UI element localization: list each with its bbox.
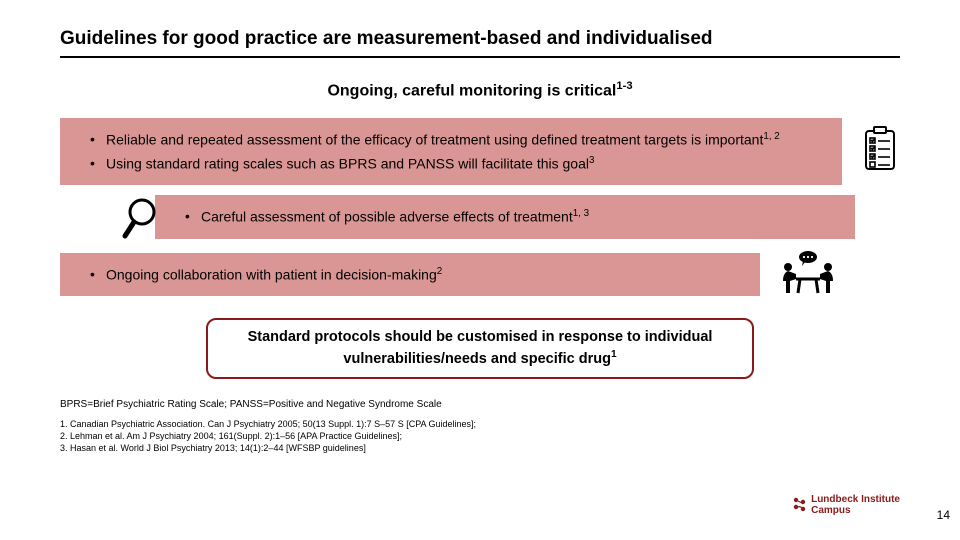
discussion-icon bbox=[778, 249, 838, 300]
protocol-sup: 1 bbox=[611, 349, 617, 360]
title-rule bbox=[60, 56, 900, 58]
box1-row: Reliable and repeated assessment of the … bbox=[60, 118, 900, 185]
box2-row: Careful assessment of possible adverse e… bbox=[60, 195, 900, 239]
logo-line2: Campus bbox=[811, 506, 900, 517]
ref-line: 3. Hasan et al. World J Biol Psychiatry … bbox=[60, 442, 900, 454]
item-sup: 1, 2 bbox=[763, 131, 779, 142]
ref-line: 1. Canadian Psychiatric Association. Can… bbox=[60, 418, 900, 430]
subtitle: Ongoing, careful monitoring is critical1… bbox=[60, 80, 900, 100]
box1: Reliable and repeated assessment of the … bbox=[60, 118, 842, 185]
brand-logo: Lundbeck Institute Campus bbox=[791, 495, 900, 516]
logo-line1: Lundbeck Institute bbox=[811, 495, 900, 506]
logo-mark-icon bbox=[791, 497, 807, 515]
list-item: Ongoing collaboration with patient in de… bbox=[90, 265, 746, 285]
page-title: Guidelines for good practice are measure… bbox=[60, 28, 900, 50]
protocol-box: Standard protocols should be customised … bbox=[206, 318, 754, 379]
item-text: Ongoing collaboration with patient in de… bbox=[106, 266, 437, 282]
item-text: Using standard rating scales such as BPR… bbox=[106, 156, 589, 172]
abbreviations: BPRS=Brief Psychiatric Rating Scale; PAN… bbox=[60, 399, 900, 410]
item-sup: 2 bbox=[437, 266, 442, 277]
box2: Careful assessment of possible adverse e… bbox=[155, 195, 855, 239]
item-sup: 3 bbox=[589, 155, 594, 166]
item-text: Careful assessment of possible adverse e… bbox=[201, 209, 573, 225]
item-text: Reliable and repeated assessment of the … bbox=[106, 132, 763, 148]
box3: Ongoing collaboration with patient in de… bbox=[60, 253, 760, 297]
checklist-icon bbox=[860, 125, 900, 178]
references: 1. Canadian Psychiatric Association. Can… bbox=[60, 418, 900, 454]
box3-row: Ongoing collaboration with patient in de… bbox=[60, 249, 900, 300]
list-item: Using standard rating scales such as BPR… bbox=[90, 154, 828, 174]
magnifier-icon bbox=[120, 195, 170, 239]
page-number: 14 bbox=[937, 508, 950, 522]
list-item: Careful assessment of possible adverse e… bbox=[185, 207, 841, 227]
subtitle-text: Ongoing, careful monitoring is critical bbox=[327, 82, 616, 99]
item-sup: 1, 3 bbox=[573, 208, 589, 219]
list-item: Reliable and repeated assessment of the … bbox=[90, 130, 828, 150]
protocol-text: Standard protocols should be customised … bbox=[248, 329, 713, 366]
ref-line: 2. Lehman et al. Am J Psychiatry 2004; 1… bbox=[60, 430, 900, 442]
subtitle-sup: 1-3 bbox=[616, 80, 632, 92]
